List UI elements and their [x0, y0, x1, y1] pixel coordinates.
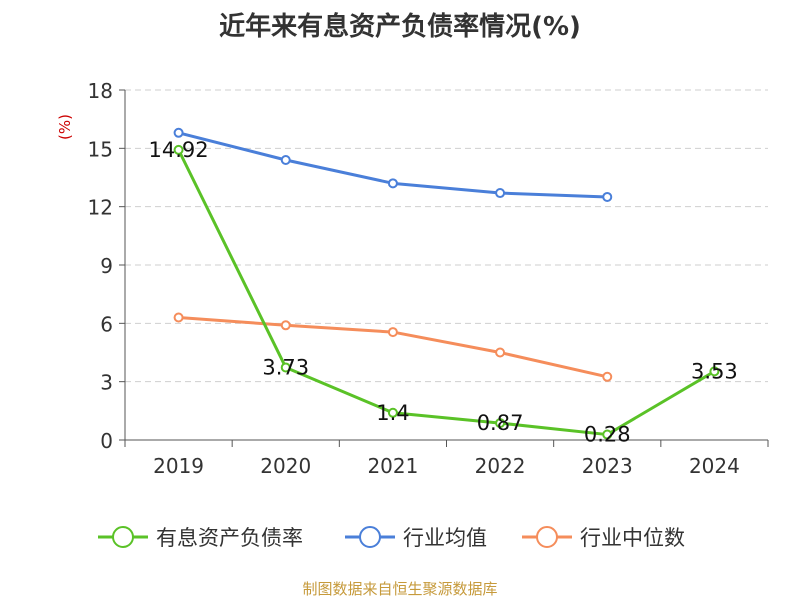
x-tick-label: 2023 — [582, 454, 633, 478]
data-label: 3.73 — [262, 355, 309, 379]
y-tick-label: 6 — [100, 312, 113, 336]
legend-marker — [112, 526, 134, 548]
series-line — [178, 316, 608, 379]
x-tick-label: 2021 — [367, 454, 418, 478]
series-point — [173, 312, 184, 323]
y-tick-label: 12 — [88, 196, 113, 220]
data-label: 0.87 — [477, 411, 524, 435]
chart-title: 近年来有息资产负债率情况(%) — [219, 12, 581, 42]
data-labels: 14.92 3.73 1.4 0.87 0.28 3.53 — [149, 138, 738, 447]
legend-item[interactable]: 行业均值 — [345, 526, 487, 550]
y-tick-label: 3 — [100, 371, 113, 395]
series-point — [280, 155, 291, 165]
series-point — [602, 429, 613, 440]
legend-item[interactable]: 有息资产负债率 — [98, 526, 303, 550]
series-point — [602, 371, 613, 382]
series-point — [495, 347, 506, 358]
series-point — [280, 362, 291, 373]
series-point — [709, 366, 720, 377]
series-point — [173, 127, 184, 138]
data-source: 制图数据来自恒生聚源数据库 — [302, 580, 498, 598]
axes: 0 3 6 9 12 15 18 (%) 2019 2020 2021 2022 2023 2024 — [56, 79, 769, 478]
series-point — [280, 320, 291, 331]
grid-lines — [125, 89, 768, 383]
series-point — [602, 191, 613, 202]
series-point — [387, 327, 398, 338]
legend-marker — [536, 526, 558, 548]
x-tick-label: 2022 — [475, 454, 526, 478]
legend[interactable]: 有息资产负债率 行业均值 行业中位数 — [98, 526, 685, 550]
series-point — [495, 188, 506, 199]
data-label: 1.4 — [376, 401, 409, 425]
y-tick-label: 18 — [88, 79, 113, 103]
y-tick-label: 15 — [88, 137, 113, 161]
y-tick-label: 9 — [100, 254, 113, 278]
series-point — [173, 144, 184, 155]
data-label: 0.28 — [584, 423, 631, 447]
legend-item[interactable]: 行业中位数 — [522, 526, 685, 550]
y-axis-label: (%) — [56, 114, 74, 140]
legend-marker — [359, 526, 381, 548]
series-point — [387, 407, 398, 418]
legend-label: 行业均值 — [403, 526, 487, 550]
x-tick-label: 2020 — [260, 454, 311, 478]
data-label: 14.92 — [149, 138, 209, 162]
series-line — [177, 149, 716, 437]
x-tick-label: 2019 — [153, 454, 204, 478]
data-label: 3.53 — [691, 359, 738, 383]
series-layer — [173, 127, 720, 440]
legend-label: 有息资产负债率 — [156, 526, 303, 550]
x-tick-label: 2024 — [689, 454, 740, 478]
series-point — [495, 418, 506, 429]
legend-label: 行业中位数 — [580, 526, 685, 550]
series-point — [387, 178, 398, 189]
y-tick-label: 0 — [100, 429, 113, 453]
